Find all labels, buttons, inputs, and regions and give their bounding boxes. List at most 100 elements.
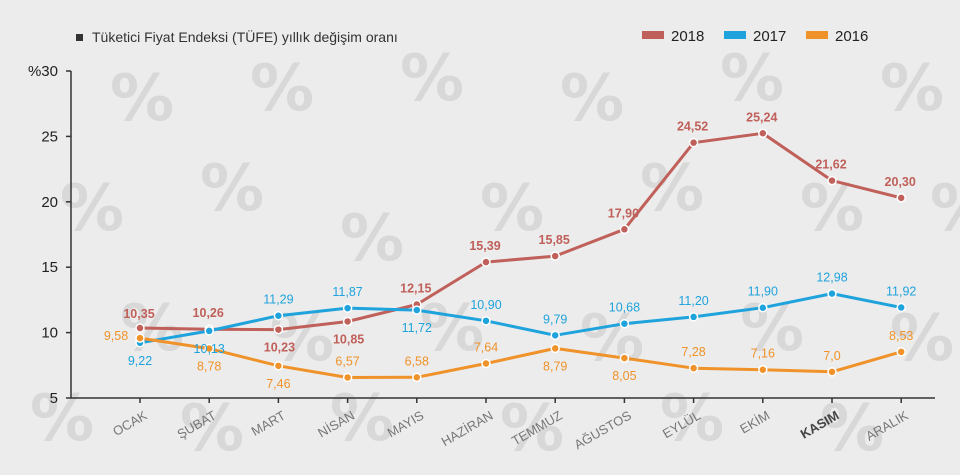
percent-watermark-pattern: %%%%%%%%%%%%%%%%%%%%%%%%% [30,42,960,466]
data-label-2017: 9,22 [128,354,152,368]
percent-watermark-icon: % [200,152,264,226]
data-point-2018 [896,193,906,203]
title-bullet-icon [76,34,83,41]
data-label-2016: 6,58 [405,354,429,368]
percent-watermark-icon: % [330,382,394,456]
percent-watermark-icon: % [420,292,484,366]
data-point-2018 [827,175,837,186]
data-point-2017 [619,318,630,329]
chart-title: Tüketici Fiyat Endeksi (TÜFE) yıllık değ… [92,28,398,45]
data-label-2016: 6,57 [335,354,359,368]
percent-watermark-icon: % [180,392,244,466]
data-label-2017: 12,98 [816,271,847,285]
series-line-2018 [139,131,902,332]
percent-watermark-icon: % [250,52,314,126]
data-label-2017: 11,92 [886,284,916,298]
series-points [135,128,906,383]
data-label-2016: 7,16 [751,347,775,361]
data-label-2018: 10,85 [333,332,364,346]
data-label-2017: 10,90 [470,298,501,312]
data-point-2017 [688,312,699,322]
data-point-2017 [342,303,353,313]
x-tick-label: OCAK [110,407,150,439]
data-label-2018: 10,23 [264,341,295,355]
data-point-2018 [758,128,768,139]
percent-watermark-icon: % [110,62,174,136]
legend-label-2017: 2017 [753,28,786,45]
data-label-2018: 21,62 [815,158,846,172]
data-label-2018: 25,24 [746,110,777,124]
legend-swatch-2018 [642,31,664,39]
data-point-2017 [412,305,422,315]
y-tick-label: 20 [41,194,58,211]
percent-watermark-icon: % [640,152,704,226]
data-point-2017 [550,330,560,341]
data-label-2018: 10,35 [123,307,154,321]
data-point-2018 [688,137,699,148]
data-point-2016 [758,364,768,375]
data-point-2016 [550,343,560,354]
y-tick-label: 15 [41,259,58,276]
data-point-2017 [827,288,837,299]
data-label-2017: 11,29 [263,293,293,307]
legend-swatch-2017 [724,31,746,39]
y-tick-label: 25 [41,128,58,145]
data-label-2018: 15,39 [469,239,500,253]
legend: 2018 2017 2016 [642,28,868,45]
data-label-2016: 8,05 [612,369,636,383]
y-tick-label: 5 [50,390,58,407]
data-label-2016: 9,58 [104,329,128,343]
data-label-2017: 10,13 [194,342,225,356]
percent-watermark-icon: % [60,172,124,246]
data-label-2018: 24,52 [677,120,708,134]
data-label-2016: 7,28 [681,345,705,359]
data-point-2017 [204,326,214,336]
data-point-2018 [481,257,491,267]
data-label-2018: 15,85 [539,233,570,247]
y-tick-label: 10 [41,325,58,342]
data-label-2018: 17,90 [608,206,639,220]
data-point-2017 [896,302,906,313]
data-point-2017 [273,310,284,321]
percent-watermark-icon: % [580,302,644,376]
data-point-2018 [135,323,145,333]
percent-watermark-icon: % [660,382,724,456]
data-point-2017 [758,302,768,313]
percent-watermark-icon: % [720,42,784,116]
x-tick-label: HAZİRAN [439,408,496,450]
data-label-2016: 8,78 [197,360,221,374]
data-label-2017: 10,68 [609,301,640,315]
data-point-2016 [273,361,284,371]
legend-label-2018: 2018 [671,28,704,45]
data-point-2016 [412,372,422,383]
data-point-2016 [688,363,699,373]
percent-watermark-icon: % [400,42,464,116]
percent-watermark-icon: % [500,392,564,466]
percent-watermark-icon: % [880,52,944,126]
percent-watermark-icon: % [560,62,624,136]
chart-header: Tüketici Fiyat Endeksi (TÜFE) yıllık değ… [76,28,398,45]
data-point-2016 [204,343,214,354]
percent-watermark-icon: % [820,392,884,466]
x-tick-label: EKİM [737,408,772,437]
percent-watermark-icon: % [930,172,960,246]
data-label-2018: 12,15 [400,281,431,295]
series-line-2016 [139,336,902,379]
percent-watermark-icon: % [340,202,404,276]
data-point-2018 [273,324,284,335]
x-tick-label: MART [249,408,288,439]
data-point-2017 [481,316,491,326]
data-label-2016: 7,0 [823,349,840,363]
data-point-2016 [827,367,837,377]
data-label-2017: 11,72 [402,321,432,335]
data-label-2018: 20,30 [885,175,916,189]
data-label-2016: 7,46 [266,377,290,391]
percent-watermark-icon: % [30,382,94,456]
data-point-2016 [896,347,906,357]
data-label-2016: 8,79 [543,359,567,373]
x-tick-label: AĞUSTOS [572,407,635,452]
data-label-2016: 8,53 [889,329,913,343]
series-line-2017 [139,292,902,345]
